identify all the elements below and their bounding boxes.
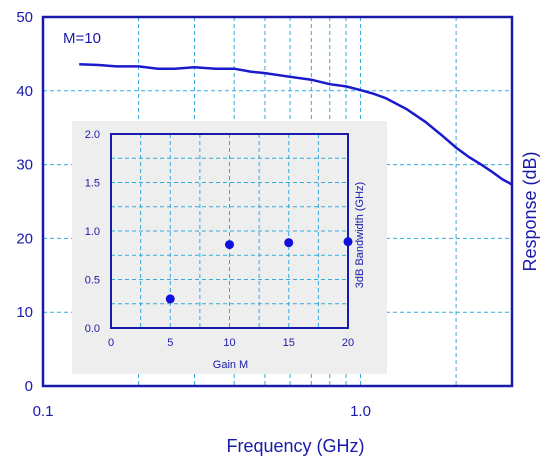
y-tick-label: 30	[16, 157, 33, 174]
inset-frame	[110, 133, 349, 329]
inset-x-tick-label: 20	[342, 337, 354, 349]
inset-y-tick-label: 0.5	[85, 275, 100, 287]
inset-data-point	[225, 240, 234, 250]
inset-grid	[111, 134, 348, 328]
x-tick-label: 1.0	[350, 403, 371, 420]
inset-x-tick-label: 10	[223, 337, 235, 349]
y-tick-label: 40	[16, 83, 33, 100]
main-plot-frame	[41, 15, 514, 388]
y-tick-label: 50	[16, 9, 33, 26]
inset-tick-labels: 0.0 0.5 1.0 1.5 2.0 0 5 10 15 20	[85, 129, 354, 349]
inset-x-tick-label: 5	[167, 337, 173, 349]
inset-y-tick-label: 1.0	[85, 226, 100, 238]
x-axis-title: Frequency (GHz)	[226, 436, 364, 456]
inset-x-axis-title: Gain M	[213, 359, 248, 371]
y-tick-label: 10	[16, 304, 33, 321]
inset-y-tick-label: 1.5	[85, 178, 100, 190]
x-tick-label: 0.1	[33, 403, 54, 420]
inset-points	[165, 237, 353, 304]
inset-y-tick-label: 2.0	[85, 129, 100, 141]
inset-x-tick-label: 0	[108, 337, 114, 349]
inset-data-point	[343, 237, 353, 247]
inset-chart: 0.0 0.5 1.0 1.5 2.0 0 5 10 15 20 Gain M 3dB Bandw…	[72, 121, 387, 374]
y-tick-label: 20	[16, 230, 33, 247]
gain-annotation: M=10	[63, 30, 101, 47]
inset-data-point	[165, 294, 175, 304]
inset-x-tick-label: 15	[283, 337, 295, 349]
inset-y-axis-title: 3dB Bandwidth (GHz)	[354, 182, 366, 288]
inset-y-tick-label: 0.0	[85, 323, 100, 335]
response-curve	[79, 62, 513, 186]
y-axis-title: Response (dB)	[520, 151, 540, 271]
y-tick-label: 0	[25, 378, 33, 395]
inset-data-point	[284, 238, 294, 248]
